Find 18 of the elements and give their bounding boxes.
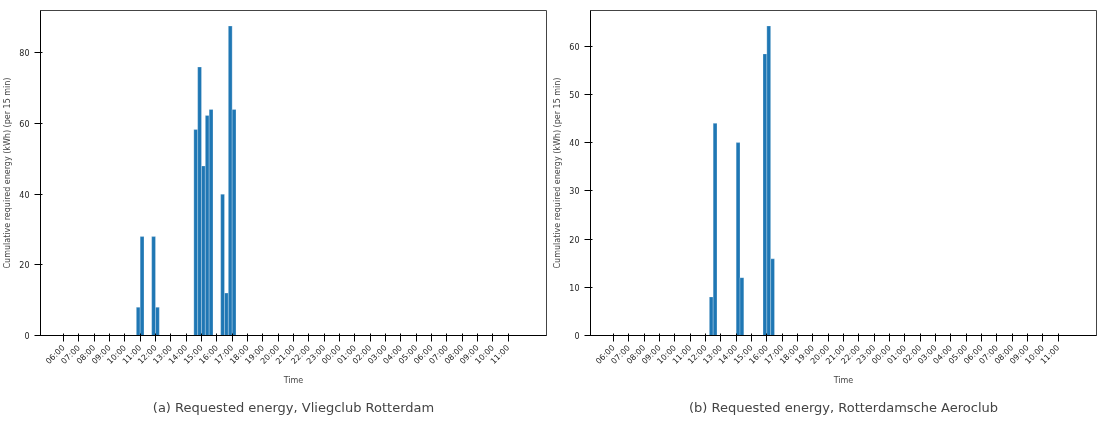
y-tick-label: 80 (19, 49, 30, 59)
text: (b) Requested energy, Rotterdamsche Aeroclub (688, 399, 999, 415)
y-axis-title: Cumulative required energy (kWh) (per 15 min) (3, 77, 13, 269)
y-tick-label: 20 (569, 235, 580, 245)
x-axis-title: Time (832, 376, 854, 386)
y-tick-label: 30 (569, 187, 580, 197)
x-axis-title: Time (282, 376, 304, 386)
y-tick-label: 50 (569, 90, 580, 100)
y-tick-label: 0 (24, 332, 30, 341)
y-tick-label: 40 (19, 190, 30, 200)
y-tick-label: 0 (574, 332, 580, 341)
y-tick-label: 20 (19, 261, 30, 271)
y-tick-label: 60 (19, 120, 30, 130)
y-tick-label: 40 (569, 139, 580, 149)
y-tick-label: 10 (569, 283, 580, 293)
text: (a) Requested energy, Vliegclub Rotterdam (152, 399, 435, 415)
y-tick-label: 60 (569, 42, 580, 52)
y-axis-title: Cumulative required energy (kWh) (per 15 min) (553, 77, 563, 269)
